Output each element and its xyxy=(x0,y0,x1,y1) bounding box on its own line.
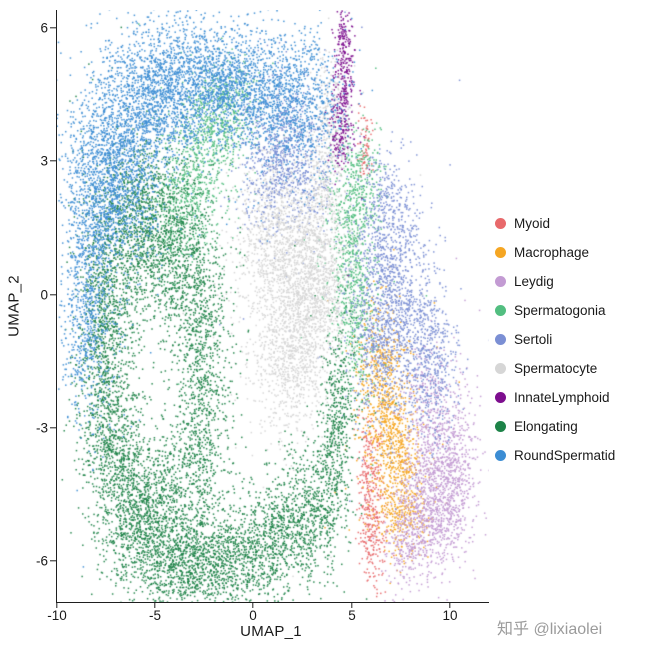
umap-scatter-canvas xyxy=(57,10,489,602)
legend-swatch-icon xyxy=(495,421,506,432)
x-tick-mark xyxy=(351,602,353,608)
legend-swatch-icon xyxy=(495,450,506,461)
legend: Myoid Macrophage Leydig Spermatogonia Se… xyxy=(495,209,615,470)
y-axis-title: UMAP_2 xyxy=(5,275,23,337)
legend-item-spermatogonia: Spermatogonia xyxy=(495,296,615,325)
y-tick-mark xyxy=(50,27,56,29)
x-axis-title: UMAP_1 xyxy=(240,623,302,640)
legend-swatch-icon xyxy=(495,305,506,316)
legend-item-spermatocyte: Spermatocyte xyxy=(495,354,615,383)
watermark: 知乎 @lixiaolei xyxy=(497,621,603,638)
y-tick-label: 3 xyxy=(40,153,48,169)
legend-item-roundspermatid: RoundSpermatid xyxy=(495,441,615,470)
y-tick-mark xyxy=(50,294,56,296)
x-tick-mark xyxy=(449,602,451,608)
legend-item-elongating: Elongating xyxy=(495,412,615,441)
x-tick-label: 10 xyxy=(442,608,458,623)
y-tick-label: 6 xyxy=(40,20,48,36)
legend-item-macrophage: Macrophage xyxy=(495,238,615,267)
legend-item-leydig: Leydig xyxy=(495,267,615,296)
plot-box xyxy=(56,10,489,603)
legend-label: Sertoli xyxy=(514,332,553,347)
legend-item-sertoli: Sertoli xyxy=(495,325,615,354)
y-tick-label: 0 xyxy=(40,287,48,303)
x-tick-mark xyxy=(154,602,156,608)
x-tick-mark xyxy=(56,602,58,608)
legend-label: Macrophage xyxy=(514,245,590,260)
x-tick-mark xyxy=(252,602,254,608)
x-tick-label: -10 xyxy=(47,608,67,623)
legend-label: Spermatogonia xyxy=(514,303,606,318)
y-tick-label: -6 xyxy=(35,553,48,569)
y-tick-mark xyxy=(50,560,56,562)
legend-label: RoundSpermatid xyxy=(514,448,616,463)
legend-swatch-icon xyxy=(495,363,506,374)
legend-swatch-icon xyxy=(495,247,506,258)
legend-label: Spermatocyte xyxy=(514,361,598,376)
legend-swatch-icon xyxy=(495,218,506,229)
legend-label: Elongating xyxy=(514,419,578,434)
legend-swatch-icon xyxy=(495,392,506,403)
legend-swatch-icon xyxy=(495,276,506,287)
y-tick-mark xyxy=(50,160,56,162)
legend-swatch-icon xyxy=(495,334,506,345)
legend-label: InnateLymphoid xyxy=(514,390,610,405)
legend-item-myoid: Myoid xyxy=(495,209,615,238)
x-tick-label: 0 xyxy=(249,608,257,623)
x-tick-label: 5 xyxy=(348,608,356,623)
x-tick-label: -5 xyxy=(148,608,162,623)
legend-label: Leydig xyxy=(514,274,554,289)
legend-label: Myoid xyxy=(514,216,551,231)
y-tick-mark xyxy=(50,427,56,429)
y-tick-label: -3 xyxy=(35,420,48,436)
legend-item-innatelymphoid: InnateLymphoid xyxy=(495,383,615,412)
